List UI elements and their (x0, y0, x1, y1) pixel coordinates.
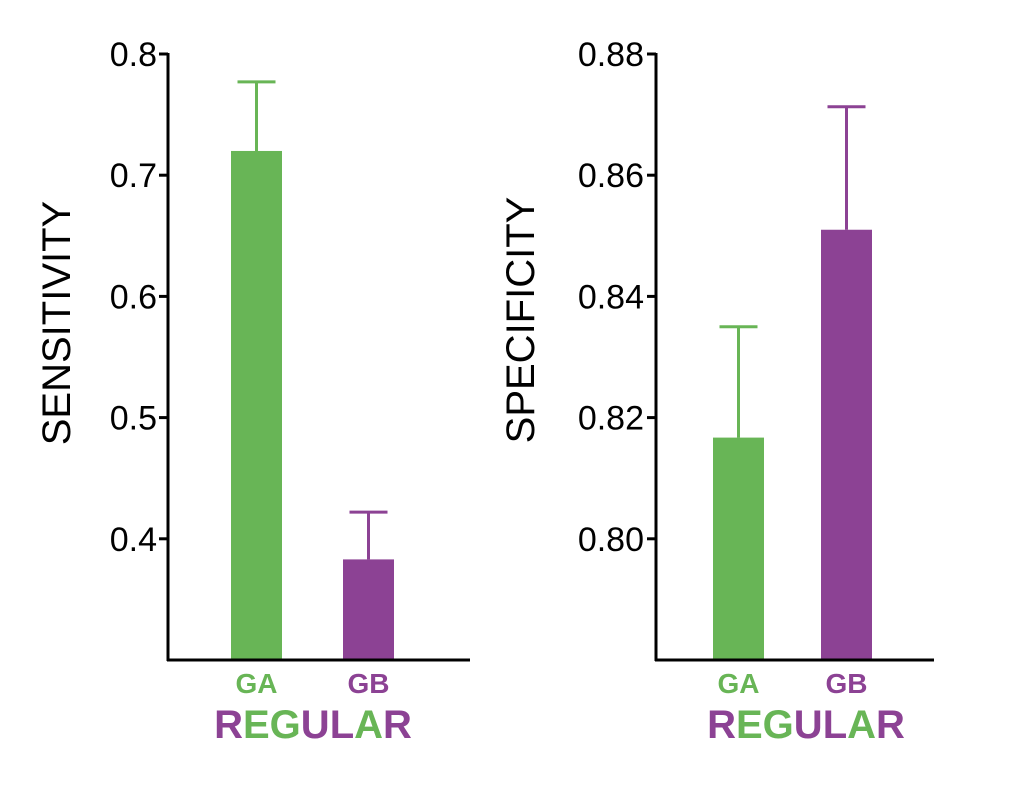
specificity-y-tick-label: 0.86 (578, 157, 644, 195)
sensitivity-y-tick-label: 0.5 (110, 400, 157, 438)
specificity-y-axis-title: SPECIFICITY (499, 197, 543, 444)
specificity-category-label-ga: GA (718, 668, 760, 699)
sensitivity-category-label-gb: GB (348, 668, 390, 699)
sensitivity-category-label-ga: GA (236, 668, 278, 699)
sensitivity-bar-ga (231, 150, 282, 660)
specificity-y-tick-label: 0.88 (578, 36, 644, 74)
sensitivity-y-tick-label: 0.4 (110, 521, 157, 559)
sensitivity-chart: SENSITIVITY GA GB 0.4 0.5 0.6 0.7 0.8 REGULAR (35, 36, 470, 747)
specificity-y-tick-label: 0.82 (578, 400, 644, 438)
specificity-bar-gb (821, 229, 872, 661)
sensitivity-y-axis-title: SENSITIVITY (35, 201, 79, 446)
specificity-chart: SPECIFICITY GA GB 0.80 0.82 0.84 0.86 0.88 REGUL… (499, 36, 934, 747)
specificity-y-tick-label: 0.84 (578, 278, 644, 316)
specificity-group-label: REGULAR (707, 703, 905, 747)
sensitivity-y-tick-label: 0.7 (110, 157, 157, 195)
sensitivity-group-label: REGULAR (214, 703, 412, 747)
specificity-y-tick-label: 0.80 (578, 521, 644, 559)
specificity-bar-ga (713, 437, 764, 660)
sensitivity-y-tick-label: 0.6 (110, 278, 157, 316)
sensitivity-bar-gb (343, 559, 394, 660)
specificity-category-label-gb: GB (826, 668, 868, 699)
sensitivity-y-tick-label: 0.8 (110, 36, 157, 74)
